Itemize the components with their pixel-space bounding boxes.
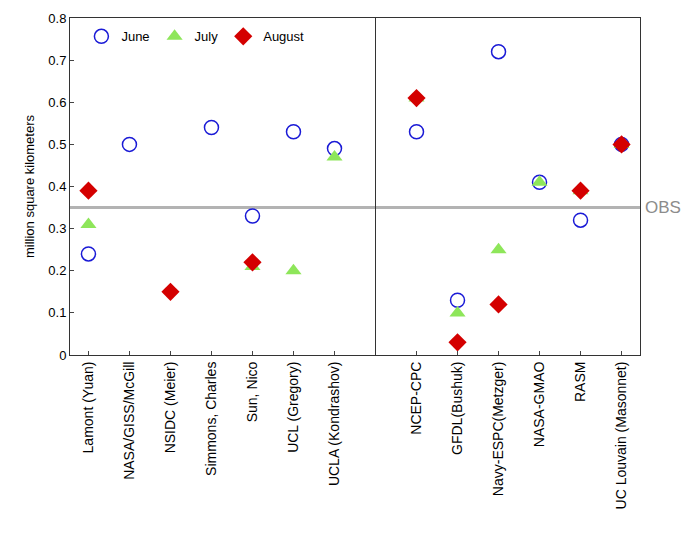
svg-text:NASA-GMAO: NASA-GMAO [531,362,547,448]
svg-text:August: August [263,29,304,44]
svg-text:million square kilometers: million square kilometers [22,114,37,258]
svg-text:UC Louvain (Masonnet): UC Louvain (Masonnet) [613,362,629,510]
svg-text:0.1: 0.1 [48,305,66,320]
svg-text:June: June [121,29,149,44]
svg-text:0.4: 0.4 [48,179,66,194]
svg-text:Simmons, Charles: Simmons, Charles [203,362,219,476]
svg-text:UCLA (Kondrashov): UCLA (Kondrashov) [326,362,342,487]
svg-text:Navy-ESPC(Metzger): Navy-ESPC(Metzger) [490,362,506,497]
svg-text:0.3: 0.3 [48,221,66,236]
svg-text:July: July [195,29,219,44]
svg-text:NASA/GISS/McGill: NASA/GISS/McGill [121,362,137,480]
svg-text:0.6: 0.6 [48,95,66,110]
svg-text:0.2: 0.2 [48,263,66,278]
svg-text:NSIDC (Meier): NSIDC (Meier) [162,362,178,454]
svg-text:0: 0 [59,348,66,363]
svg-text:0.5: 0.5 [48,137,66,152]
svg-text:Sun, Nico: Sun, Nico [244,361,260,422]
svg-text:OBS: OBS [645,198,681,217]
svg-text:RASM: RASM [572,362,588,402]
svg-text:GFDL(Bushuk): GFDL(Bushuk) [449,362,465,455]
svg-text:0.7: 0.7 [48,53,66,68]
svg-text:UCL (Gregory): UCL (Gregory) [285,362,301,453]
svg-text:0.8: 0.8 [48,11,66,26]
svg-text:Lamont (Yuan): Lamont (Yuan) [80,362,96,454]
svg-text:NCEP-CPC: NCEP-CPC [408,362,424,435]
